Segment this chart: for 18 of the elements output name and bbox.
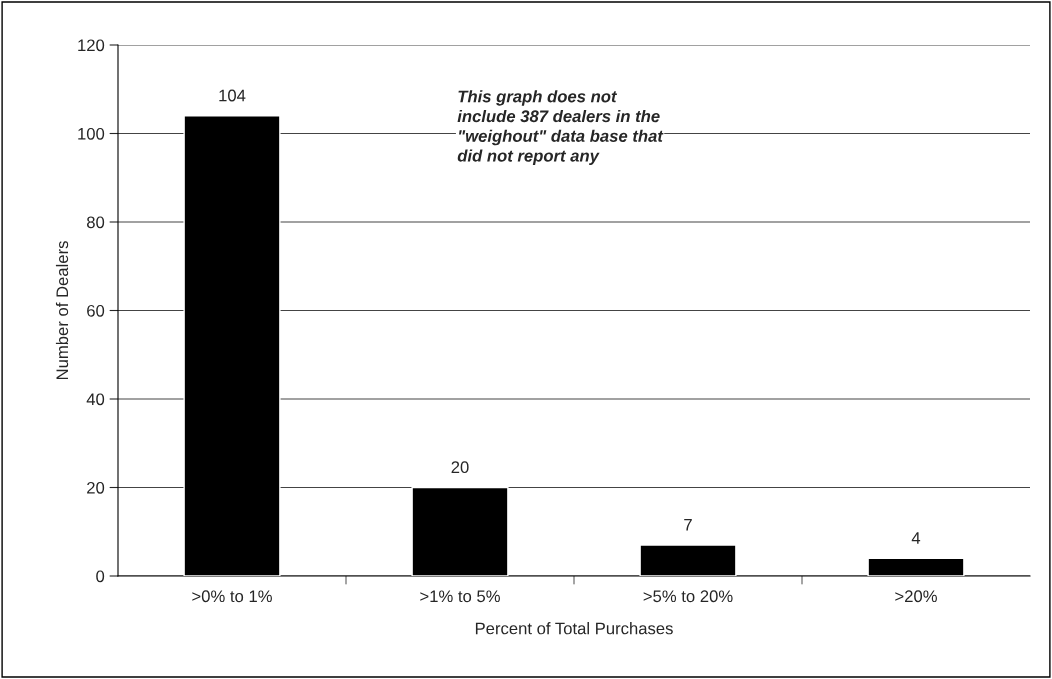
y-tick-label: 20: [87, 481, 105, 494]
y-tick-label: 0: [96, 570, 105, 583]
y-tick-label: 60: [87, 304, 105, 317]
data-label: 7: [684, 518, 692, 531]
y-tick-label: 80: [86, 216, 105, 229]
x-tick-label: >0% to 1%: [192, 590, 272, 603]
x-tick-label: >1% to 5%: [420, 590, 500, 603]
y-tick-label: 120: [78, 39, 105, 52]
data-label: 4: [911, 532, 921, 544]
y-tick-label: 100: [78, 127, 105, 140]
y-tick-label: 40: [86, 393, 105, 406]
data-label: 104: [219, 89, 246, 102]
x-tick-label: >5% to 20%: [643, 590, 733, 603]
x-axis-title: Percent of Total Purchases: [475, 622, 673, 635]
data-label: 20: [451, 461, 469, 474]
x-tick-label: >20%: [895, 590, 937, 603]
y-axis-title: Number of Dealers: [55, 241, 69, 380]
annotation: This graph does not include 387 dealers in the "weighout" data base that did not report any: [457, 90, 664, 165]
